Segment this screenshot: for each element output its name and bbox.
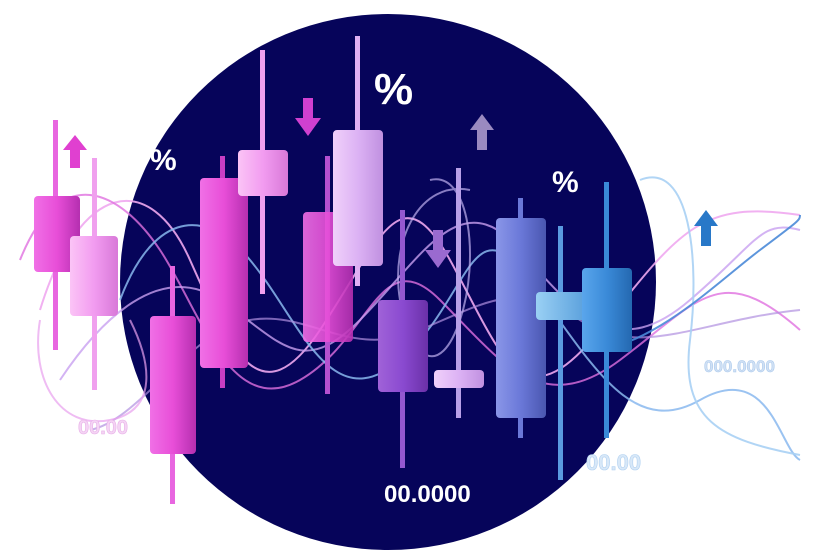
- candle-body: [378, 300, 428, 392]
- value-label-bottom: 00.0000: [384, 481, 471, 508]
- candle-wick: [456, 168, 461, 418]
- value-label-left: 00.00: [78, 417, 128, 439]
- value-label-right: 00.00: [586, 450, 641, 475]
- percent-symbol: %: [150, 144, 177, 177]
- percent-symbol: %: [374, 65, 413, 114]
- candle-body: [582, 268, 632, 352]
- candle-body: [238, 150, 288, 196]
- arrow-down-icon: [425, 230, 451, 268]
- candle-body: [536, 292, 586, 320]
- candle-body: [150, 316, 196, 454]
- candle-body: [70, 236, 118, 316]
- candle-body: [34, 196, 80, 272]
- arrow-up-icon: [694, 210, 718, 246]
- candle-wick: [558, 226, 563, 480]
- candlesticks: [34, 36, 632, 504]
- candle-body: [333, 130, 383, 266]
- arrow-up-icon: [63, 135, 87, 168]
- value-label-far-right: 000.0000: [704, 357, 775, 376]
- candle-body: [200, 178, 248, 368]
- percent-symbol: %: [552, 166, 579, 199]
- candle-body: [434, 370, 484, 388]
- candle-body: [496, 218, 546, 418]
- arrow-down-icon: [295, 98, 321, 136]
- arrow-up-icon: [470, 114, 494, 150]
